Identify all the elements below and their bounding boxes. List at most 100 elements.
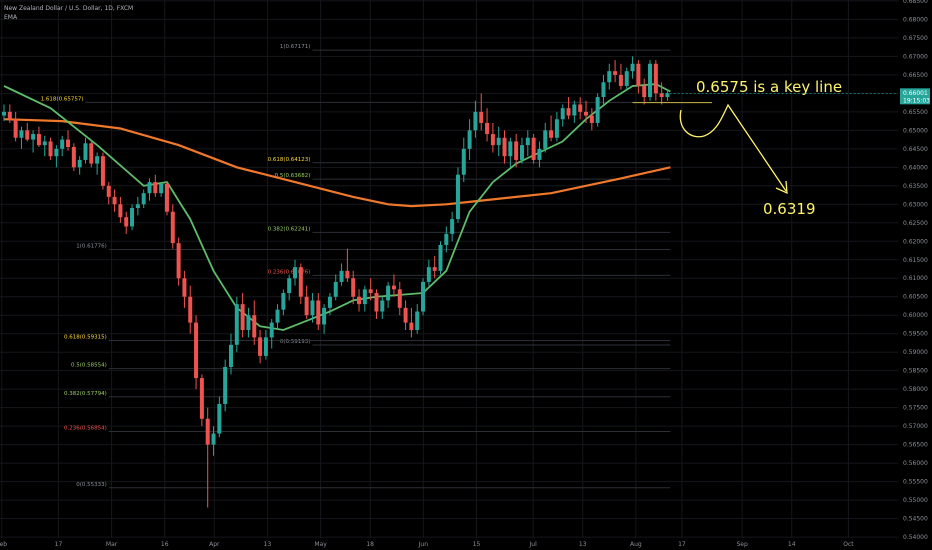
candle-body	[118, 204, 123, 218]
fib-level-label: 0.618(0.59315)	[64, 335, 107, 341]
candle-body	[584, 111, 588, 116]
y-tick-label: 0.58000	[903, 386, 928, 393]
candle	[211, 426, 216, 456]
candle-body	[665, 93, 670, 98]
candle-body	[595, 97, 600, 123]
price-tag-box	[900, 88, 930, 105]
y-tick-label: 0.54500	[903, 516, 928, 523]
candle-body	[549, 130, 554, 138]
y-tick-label: 0.59500	[903, 331, 928, 338]
candle	[438, 241, 443, 275]
candle	[7, 104, 12, 123]
candle	[281, 289, 286, 316]
candle	[397, 281, 402, 316]
candle	[648, 60, 653, 101]
candle-body	[409, 322, 414, 331]
fib-level-label: 0.382(0.57794)	[64, 391, 107, 397]
y-tick-label: 0.68000	[903, 16, 928, 23]
candle-body	[642, 85, 647, 98]
candle	[653, 60, 658, 101]
candle-body	[304, 296, 309, 316]
candle	[194, 315, 199, 390]
candle	[205, 407, 210, 508]
candle-body	[71, 146, 76, 168]
candle-body	[496, 137, 501, 146]
symbol-title[interactable]: New Zealand Dollar / U.S. Dollar, 1D, FX…	[4, 5, 134, 12]
candle	[327, 293, 332, 316]
candle-body	[124, 217, 129, 227]
candle-body	[48, 141, 53, 157]
candle	[170, 204, 175, 249]
candle-body	[613, 71, 618, 75]
candle	[525, 130, 530, 157]
candle	[502, 130, 507, 164]
candle	[199, 374, 204, 427]
candle	[467, 119, 472, 160]
key-line-text: 0.6575 is a key line	[696, 78, 842, 96]
candle-body	[13, 119, 18, 138]
candle-body	[368, 289, 373, 294]
candle-body	[648, 63, 653, 98]
candle-body	[106, 185, 111, 197]
candle-body	[421, 281, 426, 312]
x-tick-label: 18	[366, 541, 374, 548]
x-tick-label: Feb	[0, 541, 7, 548]
annotation-layer: 0.6575 is a key line 0.6319	[632, 78, 842, 218]
candle-body	[293, 267, 297, 279]
candle	[252, 300, 257, 345]
candle	[543, 122, 548, 153]
candle	[386, 281, 391, 308]
candle	[560, 104, 565, 127]
candle	[601, 74, 606, 105]
candle-body	[176, 243, 181, 279]
candle	[54, 145, 59, 168]
candle-body	[205, 418, 210, 445]
y-tick-label: 0.63500	[903, 183, 928, 190]
candle-body	[351, 278, 356, 297]
candle	[66, 130, 71, 151]
candle-body	[130, 207, 135, 227]
y-tick-label: 0.62500	[903, 220, 928, 227]
candle	[479, 93, 484, 131]
candle-body	[298, 267, 303, 297]
candle-body	[479, 111, 484, 123]
candle-body	[36, 134, 41, 146]
x-axis[interactable]: Feb 17 Mar 16 Apr 13 May 18 Jun 15 Jul 13 Aug 17 Sep 14…	[0, 541, 854, 548]
candle-body	[199, 378, 204, 419]
candle	[135, 196, 140, 216]
candle-body	[135, 204, 140, 208]
y-axis[interactable]: 0.68500 0.68000 0.67500 0.67000 0.66500 0.660…	[903, 0, 928, 541]
candle-body	[374, 293, 379, 312]
candle	[607, 63, 612, 90]
candle-body	[240, 304, 245, 331]
candle-body	[531, 137, 536, 160]
y-tick-label: 0.67500	[903, 35, 928, 42]
indicator-legend[interactable]: EMA	[4, 14, 18, 21]
candle-body	[7, 111, 12, 120]
candle	[112, 189, 117, 212]
candle-body	[147, 182, 152, 194]
candle-body	[560, 108, 565, 120]
candle-body	[170, 211, 175, 244]
candle	[665, 89, 670, 101]
candle	[537, 141, 542, 168]
candle-body	[461, 148, 466, 175]
x-tick-label: Apr	[209, 541, 220, 548]
fib-level-label: 0.5(0.58554)	[71, 363, 107, 369]
candle	[566, 97, 571, 120]
candle-body	[287, 278, 292, 294]
x-tick-label: Jul	[529, 541, 538, 548]
fib-level-label: 1(0.67171)	[280, 44, 311, 50]
candle	[71, 143, 76, 172]
y-tick-label: 0.67000	[903, 53, 928, 60]
candle-body	[164, 183, 169, 212]
candle	[42, 135, 47, 157]
candle	[25, 122, 30, 142]
candle	[60, 135, 65, 157]
candle-body	[362, 289, 367, 305]
candle	[636, 60, 641, 94]
candle-body	[316, 300, 321, 325]
candle	[613, 60, 618, 83]
candle	[48, 137, 53, 160]
